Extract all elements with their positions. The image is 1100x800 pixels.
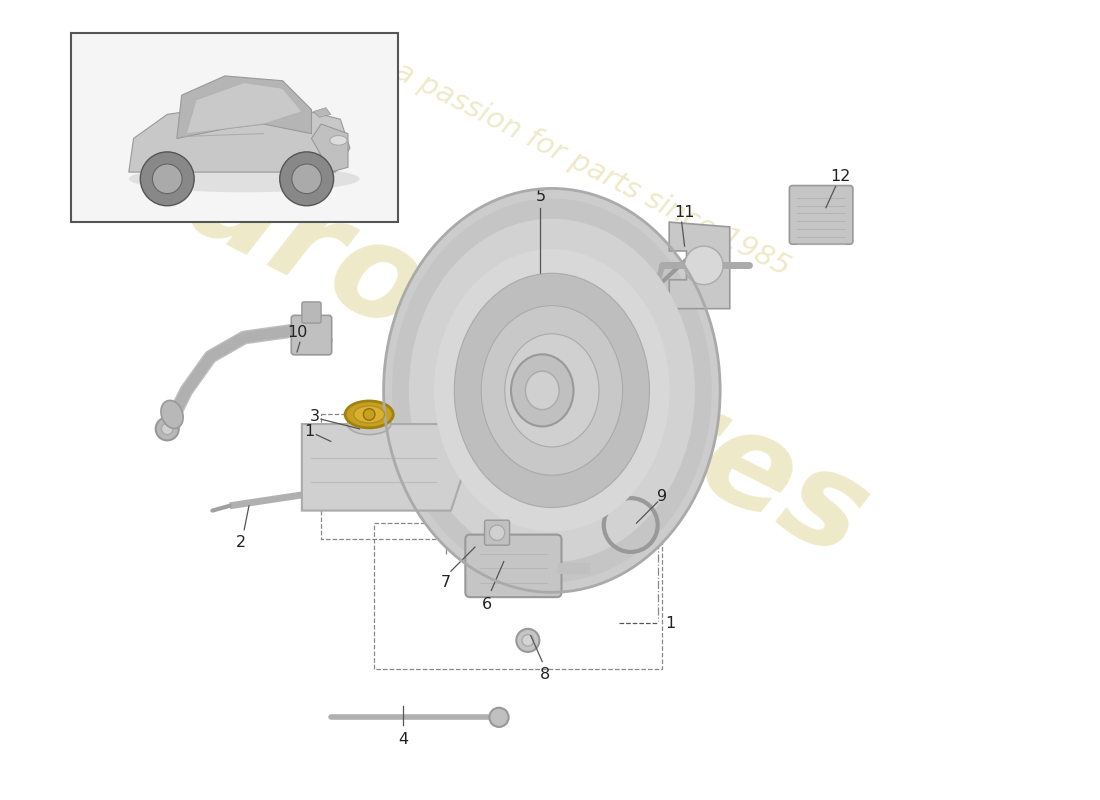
Text: 2: 2 bbox=[236, 534, 246, 550]
FancyBboxPatch shape bbox=[292, 315, 332, 355]
Ellipse shape bbox=[348, 414, 390, 434]
Ellipse shape bbox=[354, 406, 385, 423]
Ellipse shape bbox=[481, 306, 623, 475]
Ellipse shape bbox=[454, 274, 649, 507]
Circle shape bbox=[490, 525, 505, 540]
Ellipse shape bbox=[512, 354, 573, 426]
Circle shape bbox=[156, 418, 179, 440]
Circle shape bbox=[522, 634, 534, 646]
FancyBboxPatch shape bbox=[301, 302, 321, 323]
Text: eurospares: eurospares bbox=[86, 92, 888, 585]
Ellipse shape bbox=[129, 166, 360, 192]
FancyBboxPatch shape bbox=[465, 534, 561, 597]
Circle shape bbox=[153, 164, 182, 194]
Ellipse shape bbox=[384, 189, 720, 592]
Text: a passion for parts since 1985: a passion for parts since 1985 bbox=[389, 57, 794, 282]
Text: 9: 9 bbox=[658, 489, 668, 504]
Polygon shape bbox=[129, 100, 350, 172]
Ellipse shape bbox=[505, 334, 600, 447]
Text: 12: 12 bbox=[830, 170, 850, 185]
FancyBboxPatch shape bbox=[485, 520, 509, 546]
Circle shape bbox=[490, 708, 508, 727]
Circle shape bbox=[162, 423, 173, 434]
Polygon shape bbox=[301, 424, 465, 510]
Circle shape bbox=[516, 629, 539, 652]
Text: 8: 8 bbox=[540, 667, 550, 682]
Ellipse shape bbox=[161, 400, 183, 429]
Text: 3: 3 bbox=[309, 409, 319, 424]
Ellipse shape bbox=[409, 218, 695, 562]
FancyBboxPatch shape bbox=[790, 186, 852, 244]
Ellipse shape bbox=[392, 198, 712, 582]
Ellipse shape bbox=[526, 371, 559, 410]
Text: 1: 1 bbox=[305, 424, 315, 439]
Text: 6: 6 bbox=[482, 597, 492, 612]
Circle shape bbox=[292, 164, 321, 194]
Polygon shape bbox=[314, 108, 331, 118]
Circle shape bbox=[141, 152, 195, 206]
Text: 7: 7 bbox=[441, 575, 451, 590]
Polygon shape bbox=[669, 222, 729, 309]
Polygon shape bbox=[187, 82, 301, 134]
Polygon shape bbox=[72, 33, 398, 222]
Polygon shape bbox=[311, 124, 348, 172]
Text: 5: 5 bbox=[536, 189, 546, 204]
Polygon shape bbox=[177, 76, 311, 138]
Circle shape bbox=[363, 409, 375, 420]
Text: 1: 1 bbox=[666, 615, 675, 630]
Circle shape bbox=[684, 246, 723, 285]
Ellipse shape bbox=[434, 249, 670, 532]
Text: 11: 11 bbox=[674, 205, 695, 220]
Circle shape bbox=[279, 152, 333, 206]
Text: 10: 10 bbox=[287, 326, 307, 340]
Ellipse shape bbox=[330, 135, 348, 145]
Ellipse shape bbox=[345, 401, 393, 428]
Text: 4: 4 bbox=[398, 732, 408, 746]
